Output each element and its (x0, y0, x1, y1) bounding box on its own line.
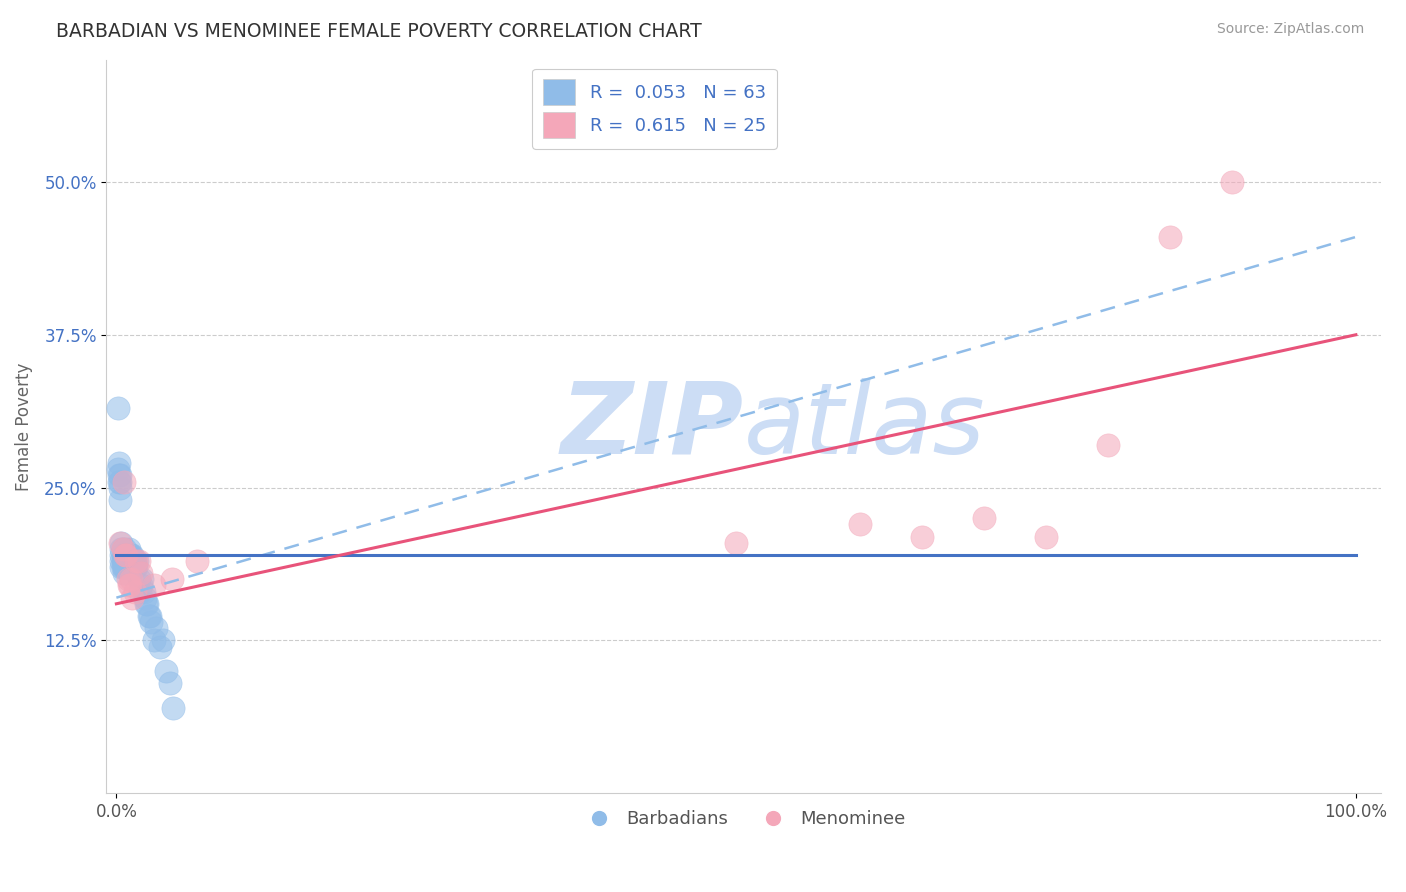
Point (911, 529, 934, 543)
Point (121, 548, 143, 562)
Point (107, 401, 129, 416)
Y-axis label: Female Poverty: Female Poverty (15, 362, 32, 491)
Point (111, 554, 134, 568)
Point (112, 548, 135, 562)
Point (115, 548, 138, 562)
Point (112, 560, 135, 574)
Point (108, 475, 131, 489)
Point (124, 554, 146, 568)
Point (117, 548, 139, 562)
Point (145, 621, 167, 635)
Point (111, 560, 134, 574)
Text: atlas: atlas (744, 378, 986, 475)
Point (118, 541, 141, 556)
Point (118, 560, 141, 574)
Point (124, 560, 146, 574)
Point (110, 541, 132, 556)
Point (112, 475, 135, 489)
Point (121, 591, 143, 605)
Point (138, 609, 160, 624)
Point (139, 615, 162, 629)
Point (124, 584, 146, 599)
Point (117, 572, 139, 586)
Text: Source: ZipAtlas.com: Source: ZipAtlas.com (1216, 22, 1364, 37)
Point (118, 578, 141, 592)
Point (1035, 529, 1057, 543)
Point (108, 492, 131, 507)
Point (131, 572, 153, 586)
Point (1220, 175, 1243, 189)
Point (122, 554, 145, 568)
Point (111, 541, 134, 556)
Point (117, 560, 139, 574)
Point (108, 535, 131, 549)
Point (115, 548, 138, 562)
Point (159, 676, 181, 690)
Point (118, 548, 141, 562)
Point (110, 535, 132, 549)
Text: ZIP: ZIP (561, 378, 744, 475)
Point (112, 554, 135, 568)
Point (139, 609, 162, 624)
Point (142, 633, 165, 648)
Point (118, 548, 141, 562)
Point (127, 554, 149, 568)
Point (160, 572, 183, 586)
Point (149, 640, 172, 654)
Point (111, 541, 134, 556)
Point (136, 597, 159, 611)
Point (142, 578, 165, 592)
Point (129, 566, 152, 581)
Point (110, 560, 132, 574)
Point (114, 554, 136, 568)
Point (128, 554, 150, 568)
Point (115, 560, 138, 574)
Point (186, 554, 208, 568)
Point (108, 456, 131, 470)
Point (110, 548, 132, 562)
Point (114, 548, 136, 562)
Point (973, 511, 995, 525)
Point (1159, 230, 1181, 244)
Point (118, 578, 141, 592)
Point (155, 664, 177, 678)
Point (125, 560, 148, 574)
Point (152, 633, 174, 648)
Point (108, 481, 131, 495)
Point (162, 700, 184, 714)
Point (114, 560, 136, 574)
Point (111, 548, 134, 562)
Point (120, 572, 142, 586)
Point (108, 468, 131, 483)
Point (108, 468, 131, 483)
Point (121, 560, 143, 574)
Point (725, 535, 748, 549)
Point (112, 566, 135, 581)
Point (135, 597, 157, 611)
Point (120, 548, 142, 562)
Point (128, 572, 150, 586)
Point (129, 584, 152, 599)
Point (132, 584, 155, 599)
Legend: Barbadians, Menominee: Barbadians, Menominee (574, 803, 912, 836)
Text: BARBADIAN VS MENOMINEE FEMALE POVERTY CORRELATION CHART: BARBADIAN VS MENOMINEE FEMALE POVERTY CO… (56, 22, 702, 41)
Point (108, 475, 131, 489)
Point (125, 554, 148, 568)
Point (115, 554, 138, 568)
Point (134, 591, 156, 605)
Point (129, 578, 152, 592)
Point (110, 554, 132, 568)
Point (114, 541, 136, 556)
Point (118, 554, 141, 568)
Point (107, 462, 129, 476)
Point (1097, 438, 1119, 452)
Point (849, 517, 872, 532)
Point (120, 560, 142, 574)
Point (114, 548, 136, 562)
